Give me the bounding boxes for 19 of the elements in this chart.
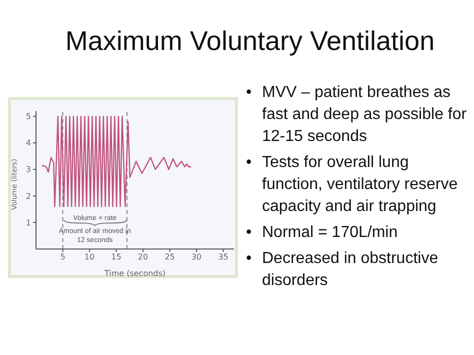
y-tick-label: 2 (26, 192, 31, 201)
x-tick-label: 15 (111, 252, 122, 262)
y-tick-label: 4 (26, 138, 31, 148)
text: • Decreased in obstructive disorders (246, 249, 440, 291)
x-tick-label: 25 (164, 252, 175, 262)
x-tick-label: 30 (191, 252, 202, 262)
text: • Tests for overall lung function, ventilatory reserve capacity and air trapping (246, 153, 459, 217)
y-tick-label: 1 (26, 218, 31, 228)
y-tick-label: 3 (26, 165, 31, 174)
text: • Normal = 170L/min (246, 223, 398, 243)
line-series (41, 116, 192, 208)
x-tick-label: 20 (138, 252, 148, 262)
text: • MVV – patient breathes as fast and deep as possible for 12-15 seconds (246, 83, 468, 147)
x-axis-title: Time (seconds) (103, 269, 166, 278)
chart-title: Maximum Voluntary Ventilation (64, 26, 436, 57)
x-tick-label: 5 (60, 252, 66, 262)
x-tick-label: 35 (218, 252, 228, 262)
x-tick-label: 10 (84, 252, 95, 262)
y-tick-label: 5 (26, 112, 31, 122)
